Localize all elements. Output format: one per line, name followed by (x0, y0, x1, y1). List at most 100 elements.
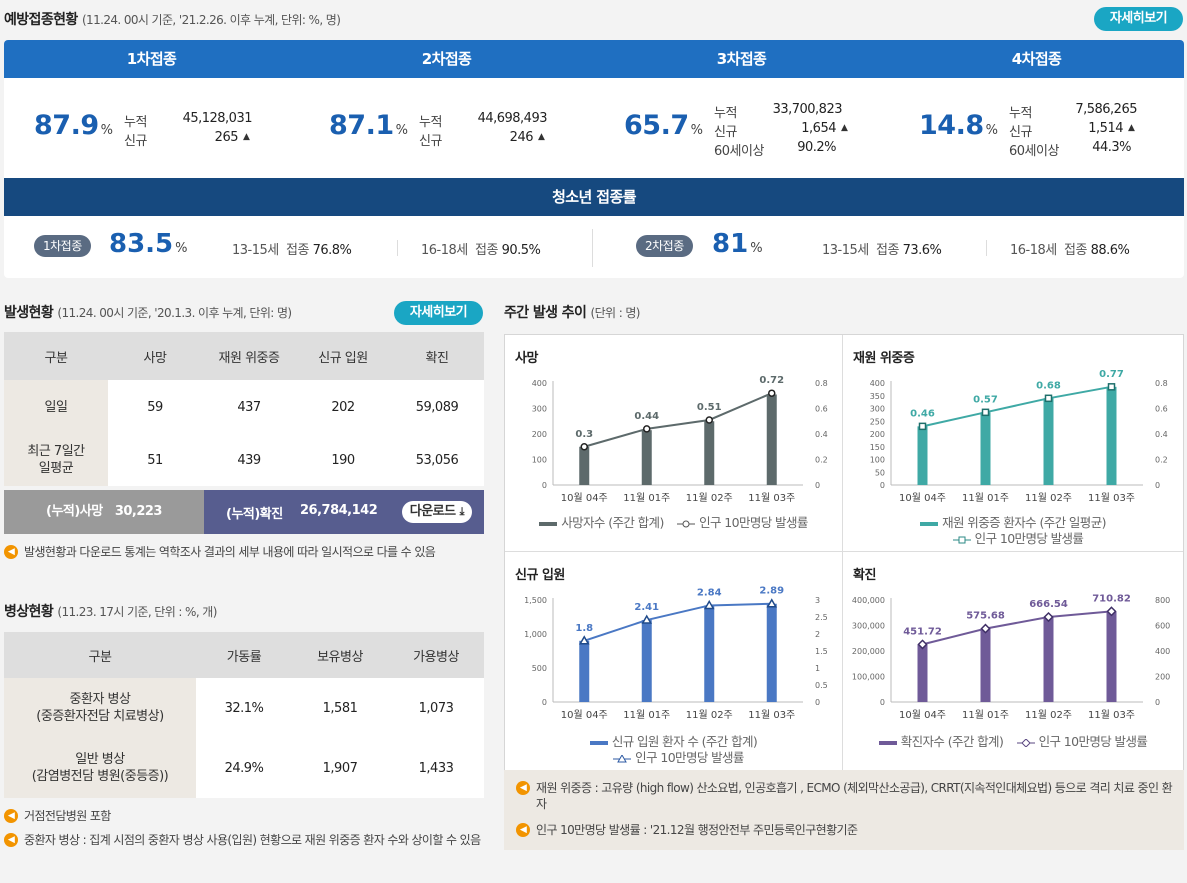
rate-line (583, 602, 772, 642)
table-header-row: 구분 사망 재원 위중증 신규 입원 확진 (4, 332, 484, 380)
y-tick-label: 200,000 (852, 647, 885, 656)
x-tick-label: 10월 04주 (899, 492, 946, 504)
y-tick-label: 0 (880, 698, 885, 707)
rate-point (643, 425, 651, 433)
occurrence-note: ◀ 발생현황과 다운로드 통계는 역학조사 결과의 세부 내용에 따라 일시적으로… (4, 544, 484, 560)
y-tick-label: 400 (870, 379, 885, 388)
teen-dose2-13-15: 13-15세 접종 73.6% (822, 243, 942, 258)
table-cell: 437 (237, 399, 261, 415)
y-tick-label: 1,500 (524, 596, 547, 605)
bar (917, 644, 928, 702)
bar (766, 603, 777, 702)
table-cell: 24.9% (224, 760, 264, 776)
dose-3-over60: 60세이상 90.2% (714, 140, 837, 159)
data-label: 0.77 (1099, 369, 1124, 380)
y-tick-label: 50 (875, 468, 885, 477)
vaccination-detail-button[interactable]: 자세히보기 (1094, 7, 1183, 31)
rate-line (922, 385, 1112, 428)
speaker-icon: ◀ (4, 833, 18, 847)
occurrence-detail-button[interactable]: 자세히보기 (394, 301, 483, 325)
chart-death: 사망 0 100 200 300 400 0 0.2 0.4 0.6 0.8 10월 04주 11월 … (505, 335, 843, 552)
rate-point (1106, 606, 1117, 617)
beds-table: 구분 가동률 보유병상 가용병상 중환자 병상 (중증환자전담 치료병상) 32… (4, 632, 484, 798)
y-tick-label: 1,000 (524, 630, 547, 639)
x-tick-label: 11월 01주 (962, 709, 1009, 721)
x-tick-label: 11월 03주 (1088, 492, 1135, 504)
up-arrow-icon: ▲ (538, 132, 545, 142)
table-cell: 190 (331, 452, 355, 468)
dose-2-percent: 87.1% (329, 110, 408, 141)
table-cell: 439 (237, 452, 261, 468)
col-header: 사망 (108, 332, 202, 380)
legend-bar-swatch (589, 740, 608, 745)
vaccination-panel: 1차접종 2차접종 3차접종 4차접종 87.9% 누적 45,128,031 신… (4, 40, 1184, 278)
rate-point (641, 614, 653, 624)
dose-cell-4: 14.8% 누적 7,586,265 신규 1,514 ▲ 60세이상 44.3% (889, 78, 1184, 178)
table-header-row: 구분 가동률 보유병상 가용병상 (4, 632, 484, 678)
rate-point (768, 389, 776, 397)
vaccination-dose-header: 1차접종 2차접종 3차접종 4차접종 (4, 40, 1184, 78)
legend-line-swatch (1016, 738, 1035, 747)
occurrence-table: 구분 사망 재원 위중증 신규 입원 확진 일일 59 437 202 59,0… (4, 332, 484, 486)
teen-dose2-16-18: 16-18세 접종 88.6% (1010, 243, 1130, 258)
data-label: 1.8 (575, 623, 593, 634)
y-tick-label: 300,000 (852, 622, 885, 631)
dose-3-cumulative: 누적 33,700,823 (714, 102, 843, 121)
rate-point (980, 623, 991, 634)
x-tick-label: 10월 04주 (561, 709, 608, 721)
row-label: 최근 7일간 일평균 (4, 434, 108, 486)
x-tick-label: 10월 04주 (899, 709, 946, 721)
table-cell: 59 (147, 399, 163, 415)
table-row: 일반 병상 (감염병전담 병원(중등증)) 24.9% 1,907 1,433 (4, 738, 484, 798)
dose-header-3: 3차접종 (716, 50, 767, 68)
divider (397, 240, 398, 256)
cumulative-confirmed-label: (누적)확진 (226, 507, 283, 522)
table-cell: 59,089 (415, 399, 459, 415)
teen-dose1-badge: 1차접종 (34, 235, 91, 257)
y2-tick-label: 200 (1155, 673, 1170, 682)
up-arrow-icon: ▲ (841, 123, 848, 133)
dose-4-over60: 60세이상 44.3% (1009, 140, 1132, 159)
chart-legend: 사망자수 (주간 합계) 인구 10만명당 발생률 (505, 515, 842, 531)
teen-dose2-badge: 2차접종 (636, 235, 693, 257)
rate-point (917, 639, 928, 650)
data-label: 2.84 (697, 587, 722, 598)
legend-line-swatch (613, 754, 632, 763)
legend-bar-swatch (920, 521, 939, 526)
table-cell: 1,433 (418, 760, 454, 776)
x-tick-label: 11월 02주 (1025, 492, 1072, 504)
data-label: 451.72 (903, 626, 942, 637)
data-label: 0.3 (575, 429, 593, 440)
y-tick-label: 200 (532, 430, 547, 439)
data-label: 666.54 (1029, 599, 1068, 610)
beds-subtitle: (11.23. 17시 기준, 단위 : %, 개) (57, 605, 217, 619)
y2-tick-label: 400 (1155, 647, 1170, 656)
row-label: 일일 (4, 380, 108, 434)
data-label: 0.44 (634, 411, 659, 422)
dose-3-percent: 65.7% (624, 110, 703, 141)
table-cell: 202 (331, 399, 355, 415)
rate-point (580, 443, 588, 451)
col-header: 보유병상 (292, 632, 388, 678)
table-cell: 1,907 (322, 760, 358, 776)
dose-2-cumulative: 누적 44,698,493 (419, 111, 548, 130)
teen-vaccination-header: 청소년 접종률 (4, 178, 1184, 216)
download-button[interactable]: 다운로드 ⤓ (401, 501, 472, 523)
teen-dose2-percent: 81% (712, 229, 763, 259)
download-icon: ⤓ (459, 505, 465, 518)
legend-line-swatch (677, 520, 696, 528)
weekly-note: ◀ 재원 위중증 : 고유량 (high flow) 산소요법, 인공호흡기 , … (516, 780, 1176, 812)
weekly-notes: ◀ 재원 위중증 : 고유량 (high flow) 산소요법, 인공호흡기 , … (504, 770, 1184, 850)
table-row: 일일 59 437 202 59,089 (4, 380, 484, 434)
speaker-icon: ◀ (516, 823, 530, 837)
cumulative-confirmed-value: 26,784,142 (300, 503, 378, 518)
teen-dose1-percent: 83.5% (109, 229, 188, 259)
bar (980, 628, 991, 702)
table-cell: 51 (147, 452, 163, 468)
y-tick-label: 350 (870, 392, 885, 401)
rate-line (922, 610, 1112, 646)
vaccination-subtitle: (11.24. 00시 기준, '21.2.26. 이후 누계, 단위: %, … (81, 13, 341, 27)
legend-bar-swatch (878, 740, 897, 745)
col-header: 가동률 (196, 632, 292, 678)
divider (986, 240, 987, 256)
